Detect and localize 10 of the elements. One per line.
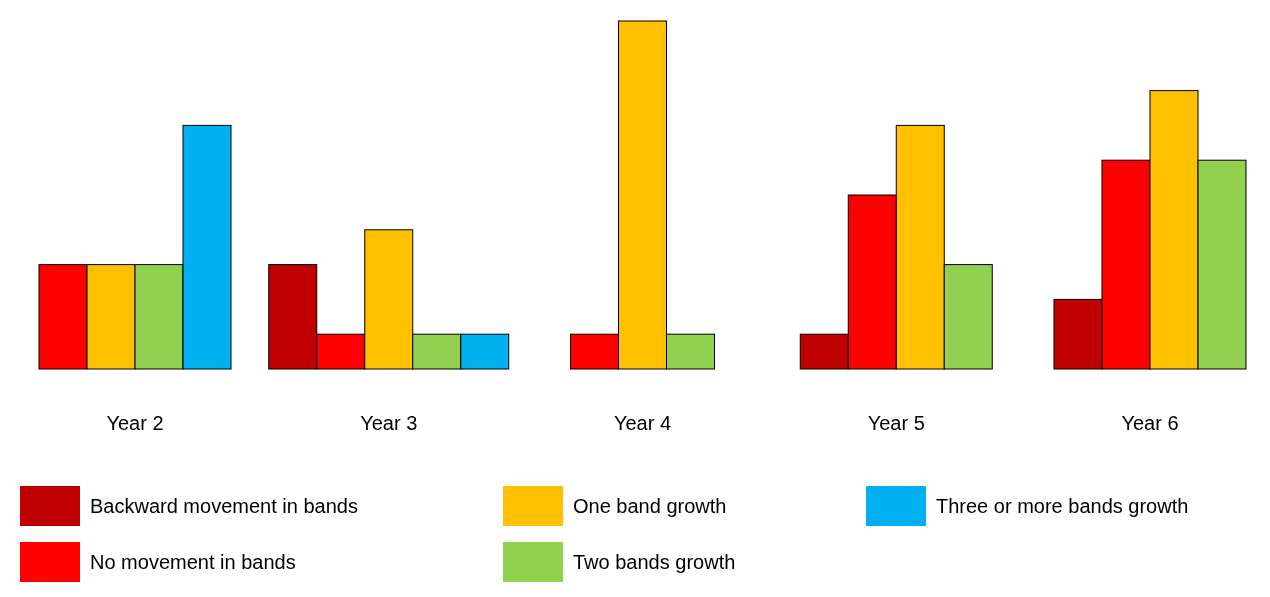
legend-label: One band growth (573, 495, 727, 517)
legend-label: Three or more bands growth (936, 495, 1189, 517)
legend-label: No movement in bands (90, 551, 296, 573)
legend-label: Backward movement in bands (90, 495, 358, 517)
x-tick-label: Year 4 (613, 412, 672, 434)
x-tick-label: Year 2 (106, 412, 164, 434)
x-tick-label: Year 3 (360, 412, 418, 434)
x-tick-label: Year 5 (867, 412, 925, 434)
legend-label: Two bands growth (573, 551, 736, 573)
x-tick-label: Year 6 (1121, 412, 1179, 434)
